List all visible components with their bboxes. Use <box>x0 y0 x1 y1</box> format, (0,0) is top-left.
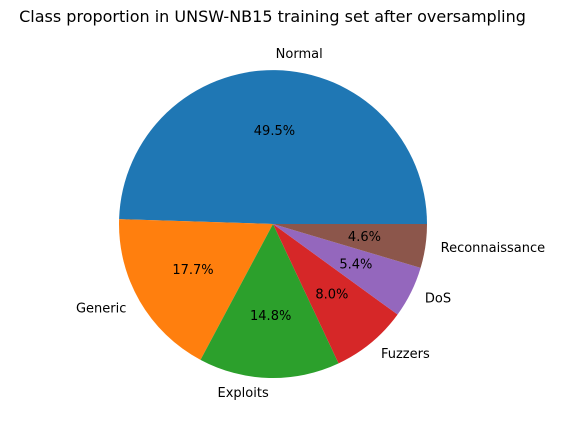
slice-label-fuzzers: Fuzzers <box>381 347 430 362</box>
slice-label-dos: DoS <box>425 292 451 307</box>
slice-label-reconnaissance: Reconnaissance <box>441 241 546 256</box>
slice-label-exploits: Exploits <box>218 386 269 401</box>
chart-title: Class proportion in UNSW-NB15 training s… <box>19 7 526 26</box>
slice-label-generic: Generic <box>76 301 126 316</box>
pct-label-fuzzers: 8.0% <box>315 288 348 303</box>
pct-label-exploits: 14.8% <box>250 309 291 324</box>
pct-label-normal: 49.5% <box>254 124 295 139</box>
pie-slice-generic <box>119 219 273 360</box>
pie-slice-normal <box>119 70 427 224</box>
pct-label-reconnaissance: 4.6% <box>348 230 381 245</box>
pie-slice-reconnaissance <box>273 224 427 268</box>
pie-slice-dos <box>273 224 421 315</box>
pie-labels: Normal 49.5% Generic 17.7% Exploits 14.8% Fuzz… <box>76 47 545 401</box>
pie-slice-exploits <box>200 224 339 378</box>
pie-slices <box>119 70 427 378</box>
pct-label-dos: 5.4% <box>339 257 372 272</box>
pct-label-generic: 17.7% <box>172 263 213 278</box>
pie-slice-fuzzers <box>273 224 398 364</box>
slice-label-normal: Normal <box>276 47 323 62</box>
